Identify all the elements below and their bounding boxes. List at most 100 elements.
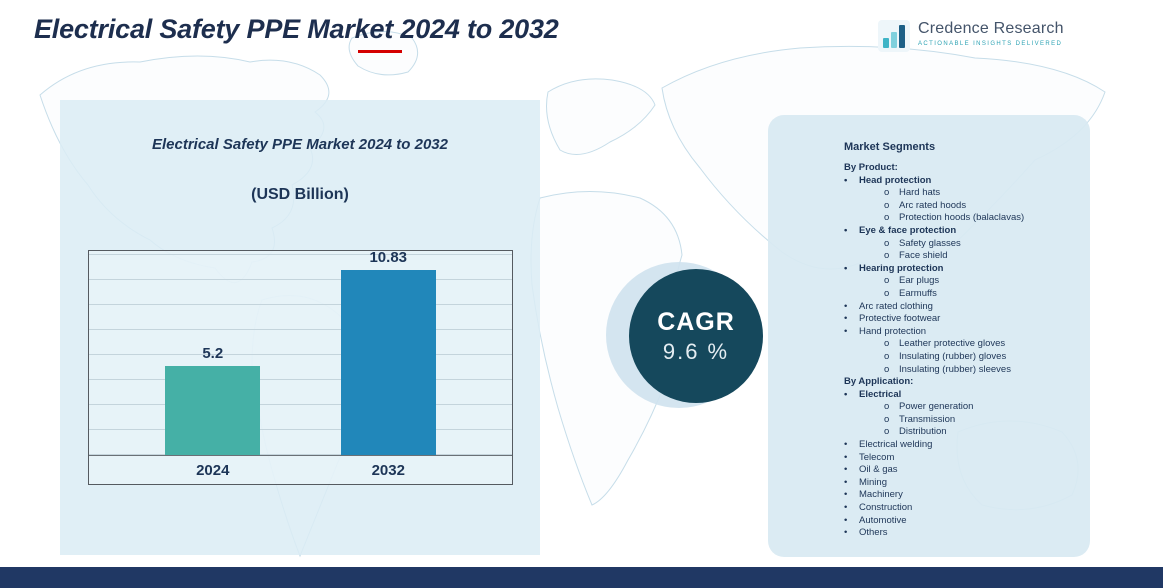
segment-section-heading: By Product: [844, 162, 898, 173]
segment-item: • Telecom [844, 452, 1076, 465]
circle-marker: o [884, 250, 890, 262]
segment-item: o Earmuffs [884, 288, 1076, 301]
segment-item: • Eye & face protection [844, 225, 1076, 238]
segment-item-label: Mining [859, 476, 887, 488]
segment-item-label: Protective footwear [859, 313, 941, 325]
bar-group: 5.2 [165, 345, 261, 455]
circle-marker: o [884, 338, 890, 350]
segments-list: By Product: • Head protection o Hard hats o Ar… [844, 162, 1076, 540]
segment-item: • Electrical welding [844, 439, 1076, 452]
circle-marker: o [884, 237, 890, 249]
bullet-marker: • [844, 464, 848, 476]
segment-item-label: Hand protection [859, 325, 927, 337]
circle-marker: o [884, 287, 890, 299]
bullet-marker: • [844, 489, 848, 501]
segment-item-label: Face shield [899, 250, 948, 262]
segment-item: • Hearing protection [844, 263, 1076, 276]
chart-units-label: (USD Billion) [251, 186, 349, 203]
title-underline-accent [358, 50, 402, 53]
segment-item-label: Ear plugs [899, 275, 940, 287]
segment-item: o Transmission [884, 414, 1076, 427]
circle-marker: o [884, 199, 890, 211]
segment-item: o Leather protective gloves [884, 338, 1076, 351]
circle-marker: o [884, 275, 890, 287]
segment-item-label: Hearing protection [859, 262, 944, 274]
bullet-marker: • [844, 224, 848, 236]
segment-item-label: Hard hats [899, 187, 941, 199]
credence-research-logo: Credence Research Actionable Insights De… [878, 20, 1064, 52]
segment-item-label: Telecom [859, 451, 895, 463]
segment-item: o Ear plugs [884, 275, 1076, 288]
logo-name: Credence Research [918, 20, 1064, 37]
segment-item-label: Safety glasses [899, 237, 961, 249]
segment-item: • Oil & gas [844, 464, 1076, 477]
bar-chart: 5.2 10.83 2024 2032 [88, 249, 513, 485]
segment-item: o Insulating (rubber) sleeves [884, 364, 1076, 377]
bullet-marker: • [844, 174, 848, 186]
bar-chart-plot-area: 5.2 10.83 [89, 249, 512, 456]
segment-item: o Safety glasses [884, 238, 1076, 251]
segment-item: • Mining [844, 477, 1076, 490]
segment-item: • Head protection [844, 175, 1076, 188]
segment-item-label: Protection hoods (balaclavas) [899, 212, 1025, 224]
circle-marker: o [884, 187, 890, 199]
bullet-marker: • [844, 325, 848, 337]
continent-europe [546, 78, 656, 155]
bar-value-label: 5.2 [202, 345, 224, 362]
cagr-value: 9.6 % [662, 338, 730, 364]
category-label: 2032 [371, 462, 405, 479]
segment-item-label: Electrical [859, 388, 902, 400]
logo-text-block: Credence Research Actionable Insights De… [918, 20, 1064, 47]
segment-item-label: Electrical welding [859, 439, 933, 451]
bullet-marker: • [844, 388, 848, 400]
segment-item: • Machinery [844, 489, 1076, 502]
segment-item-label: Construction [859, 502, 913, 514]
segment-item-label: Insulating (rubber) sleeves [899, 363, 1011, 375]
segment-item: • Automotive [844, 515, 1076, 528]
bullet-marker: • [844, 476, 848, 488]
segment-item: • Hand protection [844, 326, 1076, 339]
circle-marker: o [884, 363, 890, 375]
segment-item: o Arc rated hoods [884, 200, 1076, 213]
bullet-marker: • [844, 262, 848, 274]
segment-item: o Hard hats [884, 187, 1076, 200]
segment-item: o Face shield [884, 250, 1076, 263]
segment-item: • Others [844, 527, 1076, 540]
cagr-badge: CAGR 9.6 % [629, 269, 763, 403]
bullet-marker: • [844, 527, 848, 539]
segment-item-label: Arc rated clothing [859, 300, 933, 312]
bullet-marker: • [844, 439, 848, 451]
bullet-marker: • [844, 300, 848, 312]
segment-item: o Distribution [884, 426, 1076, 439]
bar-2024 [165, 366, 261, 455]
bar-chart-logo-icon [878, 20, 910, 52]
segments-panel-title: Market Segments [844, 141, 936, 153]
logo-tagline: Actionable Insights Delivered [918, 41, 1063, 47]
segment-item-label: Insulating (rubber) gloves [899, 350, 1007, 362]
page-title: Electrical Safety PPE Market 2024 to 203… [34, 14, 559, 44]
bullet-marker: • [844, 451, 848, 463]
bullet-marker: • [844, 514, 848, 526]
chart-title: Electrical Safety PPE Market 2024 to 203… [151, 136, 448, 153]
bar-group: 10.83 [340, 249, 436, 455]
bullet-marker: • [844, 313, 848, 325]
bar-2032 [340, 270, 436, 455]
circle-marker: o [884, 426, 890, 438]
circle-marker: o [884, 350, 890, 362]
circle-marker: o [884, 212, 890, 224]
market-segments-panel: Market Segments By Product: • Head protect… [768, 115, 1090, 557]
segment-item-label: Oil & gas [859, 464, 898, 476]
segment-item-label: Earmuffs [899, 287, 937, 299]
bar-value-label: 10.83 [369, 249, 408, 266]
circle-marker: o [884, 413, 890, 425]
continent-greenland [348, 31, 419, 76]
segment-item: • Electrical [844, 389, 1076, 402]
segment-item-label: Distribution [899, 426, 947, 438]
segment-item-label: Automotive [859, 514, 907, 526]
segment-item-label: Power generation [899, 401, 974, 413]
footer-bar [0, 567, 1163, 588]
segment-item-label: Transmission [899, 413, 956, 425]
chart-panel: Electrical Safety PPE Market 2024 to 203… [60, 100, 540, 555]
segment-section-heading: By Application: [844, 376, 914, 388]
